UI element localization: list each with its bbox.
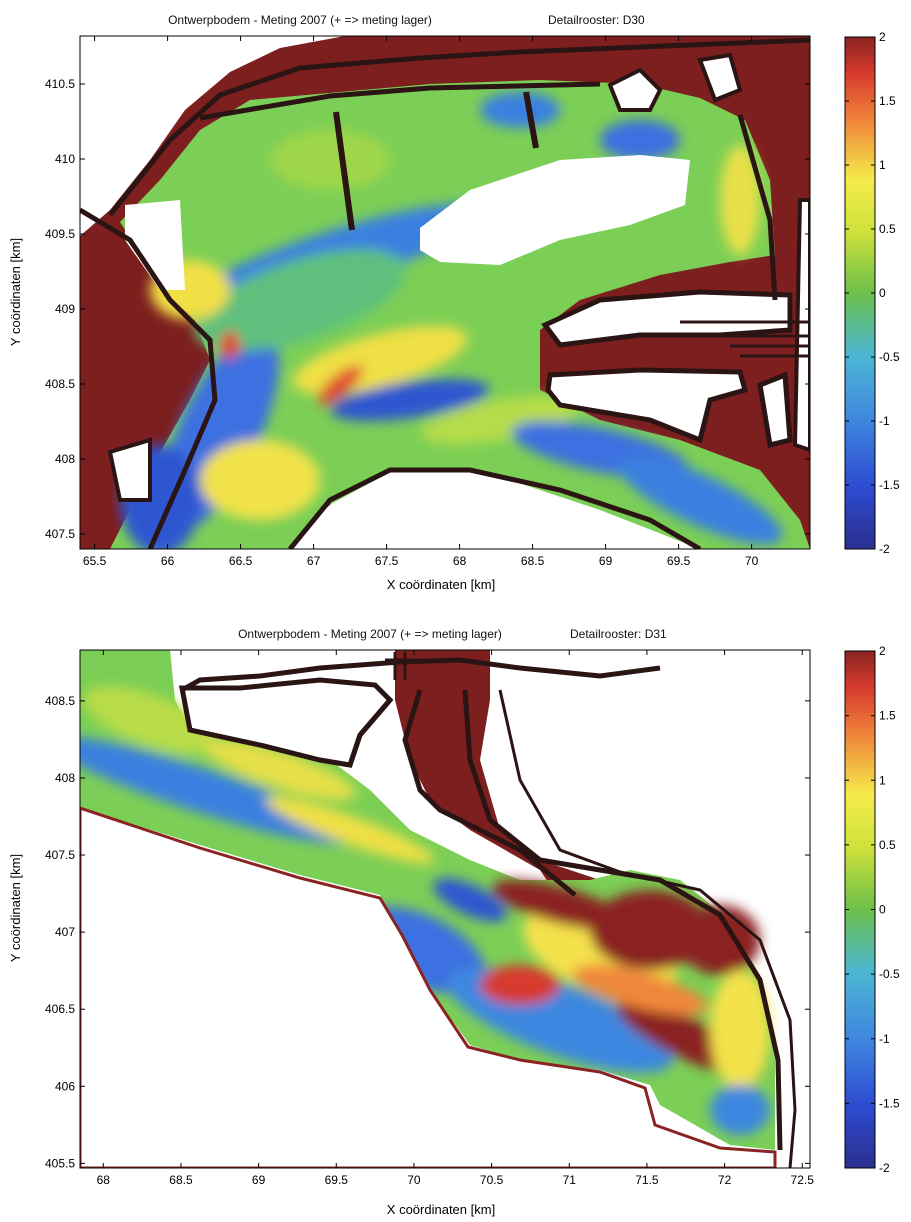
colorbar-tick-label: -1 (879, 1032, 890, 1046)
quay-line (347, 698, 392, 766)
quay-line (108, 37, 810, 217)
quay-line (199, 81, 601, 121)
y-tick-label: 407.5 (45, 848, 75, 862)
chart-subtitle-d31: Detailrooster: D31 (570, 627, 667, 641)
colorbar-ticks-d31: 2 1.5 1 0.5 0 -0.5 -1 -1.5 -2 (845, 644, 900, 1175)
y-tick-label: 408.5 (45, 694, 75, 708)
jetty-line (680, 320, 810, 358)
bathymetry-texture (80, 686, 770, 1135)
quay-line (498, 689, 797, 1168)
jetty-line (385, 652, 420, 680)
land-area (80, 806, 777, 1168)
x-tick-label: 69.5 (667, 554, 691, 568)
x-tick-label: 68 (453, 554, 467, 568)
plot-frame-d30 (79, 35, 811, 550)
x-tick-label: 69.5 (325, 1173, 349, 1187)
colorbar-tick-label: 1 (879, 158, 886, 172)
axes-d30: 65.5 66 66.5 67 67.5 68 68.5 69 69.5 70 407.5 408 40… (45, 36, 810, 568)
no-data-area (420, 155, 690, 265)
plot-frame-d31 (79, 649, 811, 1169)
dam-line (333, 111, 355, 231)
x-tick-label: 70.5 (480, 1173, 504, 1187)
x-tick-label: 71 (563, 1173, 577, 1187)
land-area (395, 650, 600, 900)
chart-title-d31: Ontwerpbodem - Meting 2007 (+ => meting … (238, 627, 502, 641)
x-tick-label: 72 (718, 1173, 732, 1187)
colorbar-tick-label: 1.5 (879, 94, 896, 108)
y-tick-label: 410 (55, 152, 75, 166)
axes-d31: 68 68.5 69 69.5 70 70.5 71 71.5 72 72.5 405.5 406 40… (45, 650, 814, 1187)
x-tick-label: 70 (745, 554, 759, 568)
no-data-area (125, 200, 185, 290)
colorbar-tick-label: -1.5 (879, 478, 900, 492)
y-tick-label: 408 (55, 452, 75, 466)
y-tick-label: 408 (55, 771, 75, 785)
chart-panel-d30: Ontwerpbodem - Meting 2007 (+ => meting … (8, 13, 900, 592)
harbour-basin (107, 437, 152, 502)
colorbar-tick-label: 0 (879, 286, 886, 300)
colorbar-tick-label: -1.5 (879, 1096, 900, 1110)
colorbar-d31 (844, 650, 876, 1169)
x-tick-label: 66.5 (229, 554, 253, 568)
x-tick-label: 72.5 (791, 1173, 815, 1187)
quay-line (180, 657, 661, 693)
y-tick-label: 406 (55, 1079, 75, 1093)
chart-panel-d31: Ontwerpbodem - Meting 2007 (+ => meting … (8, 627, 900, 1217)
x-tick-label: 68.5 (169, 1173, 193, 1187)
colorbar-tick-label: -1 (879, 414, 890, 428)
colorbar-tick-label: -0.5 (879, 967, 900, 981)
colorbar-tick-label: -0.5 (879, 350, 900, 364)
harbour-basin (757, 371, 793, 449)
chart-title-d30: Ontwerpbodem - Meting 2007 (+ => meting … (168, 13, 432, 27)
x-tick-label: 69 (599, 554, 613, 568)
colorbar-tick-label: -2 (879, 542, 890, 556)
y-tick-label: 409 (55, 302, 75, 316)
colorbar-tick-label: 0.5 (879, 222, 896, 236)
y-tick-label: 409.5 (45, 227, 75, 241)
y-tick-label: 408.5 (45, 377, 75, 391)
x-axis-label-d30: X coördinaten [km] (387, 577, 495, 592)
x-tick-label: 69 (252, 1173, 266, 1187)
harbour-basin (541, 289, 793, 348)
harbour-basin (545, 367, 749, 444)
y-tick-label: 410.5 (45, 77, 75, 91)
heatmap-field-d30 (80, 36, 810, 549)
colorbar-tick-label: 1.5 (879, 709, 896, 723)
x-axis-label-d31: X coördinaten [km] (387, 1202, 495, 1217)
chart-subtitle-d30: Detailrooster: D30 (548, 13, 645, 27)
harbour-basin (697, 52, 743, 103)
colorbar-tick-label: -2 (879, 1161, 890, 1175)
y-tick-label: 407.5 (45, 527, 75, 541)
x-tick-label: 66 (161, 554, 175, 568)
y-tick-label: 407 (55, 925, 75, 939)
quay-line (737, 114, 778, 301)
x-tick-label: 71.5 (635, 1173, 659, 1187)
quay-line (288, 467, 702, 549)
colorbar-tick-label: 2 (879, 30, 886, 44)
colorbar-tick-label: 2 (879, 644, 886, 658)
x-tick-label: 68 (97, 1173, 111, 1187)
y-tick-label: 406.5 (45, 1002, 75, 1016)
heatmap-field-d31 (80, 650, 797, 1168)
colorbar-tick-label: 0.5 (879, 838, 896, 852)
x-tick-label: 70 (407, 1173, 421, 1187)
x-tick-label: 67 (307, 554, 321, 568)
y-axis-label-d30: Y coördinaten [km] (8, 238, 23, 346)
x-tick-label: 68.5 (521, 554, 545, 568)
colorbar-tick-label: 0 (879, 903, 886, 917)
quay-line (402, 689, 577, 897)
harbour-basin (792, 198, 810, 453)
quay-line (80, 207, 218, 549)
x-tick-label: 65.5 (83, 554, 107, 568)
y-tick-label: 405.5 (45, 1156, 75, 1170)
colorbar-ticks-d30: 2 1.5 1 0.5 0 -0.5 -1 -1.5 -2 (845, 30, 900, 556)
colorbar-tick-label: 1 (879, 773, 886, 787)
y-axis-label-d31: Y coördinaten [km] (8, 854, 23, 962)
dam-line (523, 91, 539, 149)
harbour-basin (607, 67, 663, 112)
x-tick-label: 67.5 (375, 554, 399, 568)
colorbar-d30 (844, 36, 876, 550)
